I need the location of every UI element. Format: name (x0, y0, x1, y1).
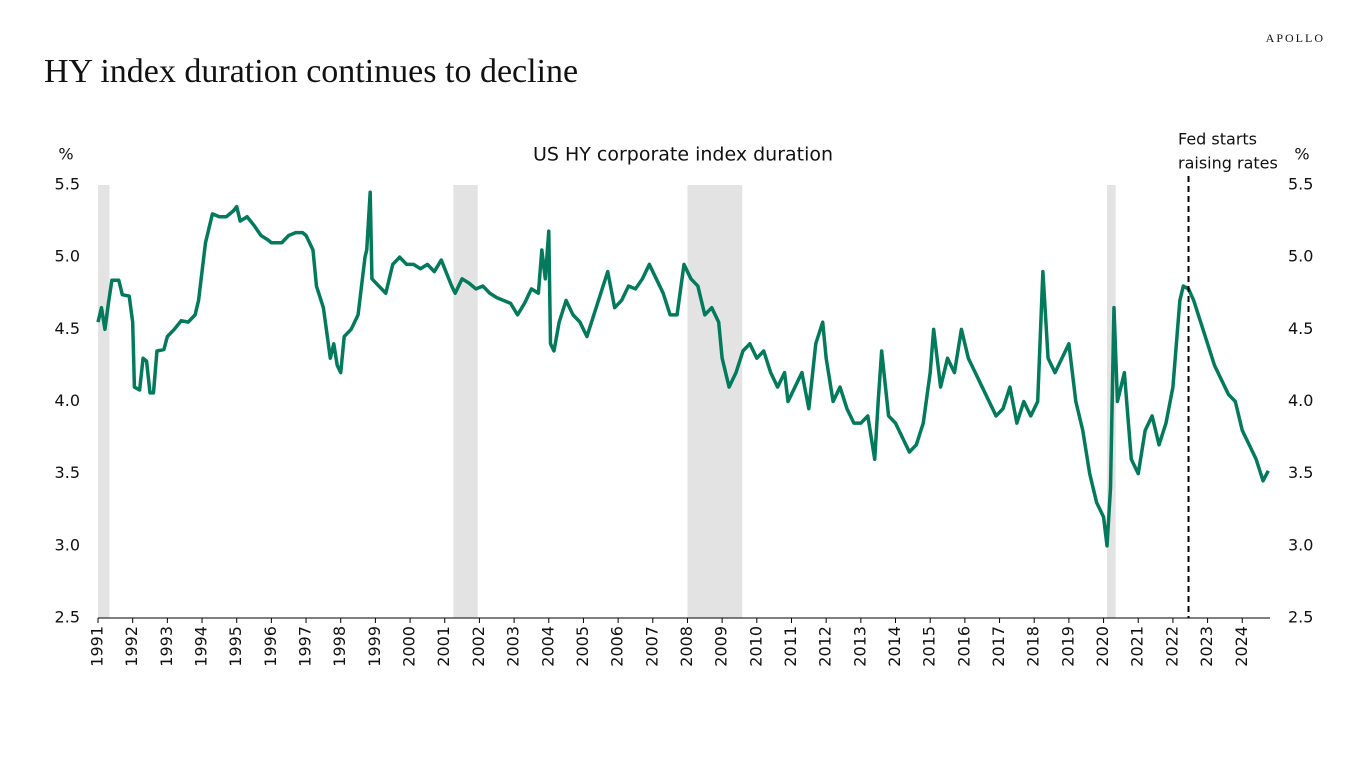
x-tick-label: 2004 (538, 626, 557, 667)
x-tick-label: 2001 (434, 626, 453, 667)
x-tick-label: 1992 (122, 626, 141, 667)
x-tick-label: 2024 (1232, 626, 1251, 667)
x-tick-label: 1993 (157, 626, 176, 667)
y-tick-label: 4.0 (55, 391, 80, 410)
x-tick-label: 2002 (469, 626, 488, 667)
x-tick-label: 2012 (816, 626, 835, 667)
x-tick-label: 2021 (1128, 626, 1147, 667)
x-tick-label: 1999 (365, 626, 384, 667)
y-tick-label: 3.5 (55, 463, 80, 482)
x-tick-label: 1994 (192, 626, 211, 667)
x-tick-label: 2020 (1093, 626, 1112, 667)
x-tick-label: 1991 (88, 626, 107, 667)
y2-tick-label: 3.5 (1288, 463, 1313, 482)
annotation-text: Fed starts (1178, 130, 1257, 149)
y-tick-label: 2.5 (55, 608, 80, 627)
x-tick-label: 2003 (504, 626, 523, 667)
x-tick-label: 2010 (746, 626, 765, 667)
y2-tick-label: 4.0 (1288, 391, 1313, 410)
y2-tick-label: 5.5 (1288, 175, 1313, 194)
x-tick-label: 2000 (400, 626, 419, 667)
y2-tick-label: 3.0 (1288, 535, 1313, 554)
x-tick-label: 2016 (954, 626, 973, 667)
recession-band (98, 185, 110, 618)
chart-subtitle: US HY corporate index duration (533, 144, 833, 166)
y-axis-label: % (58, 145, 73, 164)
y-tick-label: 3.0 (55, 535, 80, 554)
y2-axis-label: % (1294, 145, 1309, 164)
y-tick-label: 4.5 (55, 319, 80, 338)
x-tick-label: 2017 (989, 626, 1008, 667)
y-tick-label: 5.0 (55, 247, 80, 266)
brand: APOLLO (1266, 31, 1325, 45)
x-tick-label: 2008 (677, 626, 696, 667)
data-line (96, 190, 1270, 548)
x-tick-label: 2005 (573, 626, 592, 667)
x-tick-label: 1998 (330, 626, 349, 667)
x-tick-label: 2018 (1024, 626, 1043, 667)
y2-tick-label: 5.0 (1288, 247, 1313, 266)
x-tick-label: 1996 (261, 626, 280, 667)
x-tick-label: 2006 (608, 626, 627, 667)
recession-band (453, 185, 478, 618)
y2-tick-label: 4.5 (1288, 319, 1313, 338)
x-tick-label: 2014 (885, 626, 904, 667)
x-tick-label: 2007 (642, 626, 661, 667)
x-tick-label: 2013 (850, 626, 869, 667)
y-tick-label: 5.5 (55, 175, 80, 194)
x-tick-label: 2015 (920, 626, 939, 667)
recession-band (687, 185, 743, 618)
x-tick-label: 2011 (781, 626, 800, 667)
annotation-text: raising rates (1178, 154, 1278, 173)
x-tick-label: 2023 (1197, 626, 1216, 667)
x-tick-label: 2009 (712, 626, 731, 667)
y2-tick-label: 2.5 (1288, 608, 1313, 627)
x-tick-label: 2019 (1058, 626, 1077, 667)
x-tick-label: 1995 (226, 626, 245, 667)
x-tick-label: 1997 (296, 626, 315, 667)
x-tick-label: 2022 (1162, 626, 1181, 667)
chart-title: HY index duration continues to decline (44, 53, 578, 90)
